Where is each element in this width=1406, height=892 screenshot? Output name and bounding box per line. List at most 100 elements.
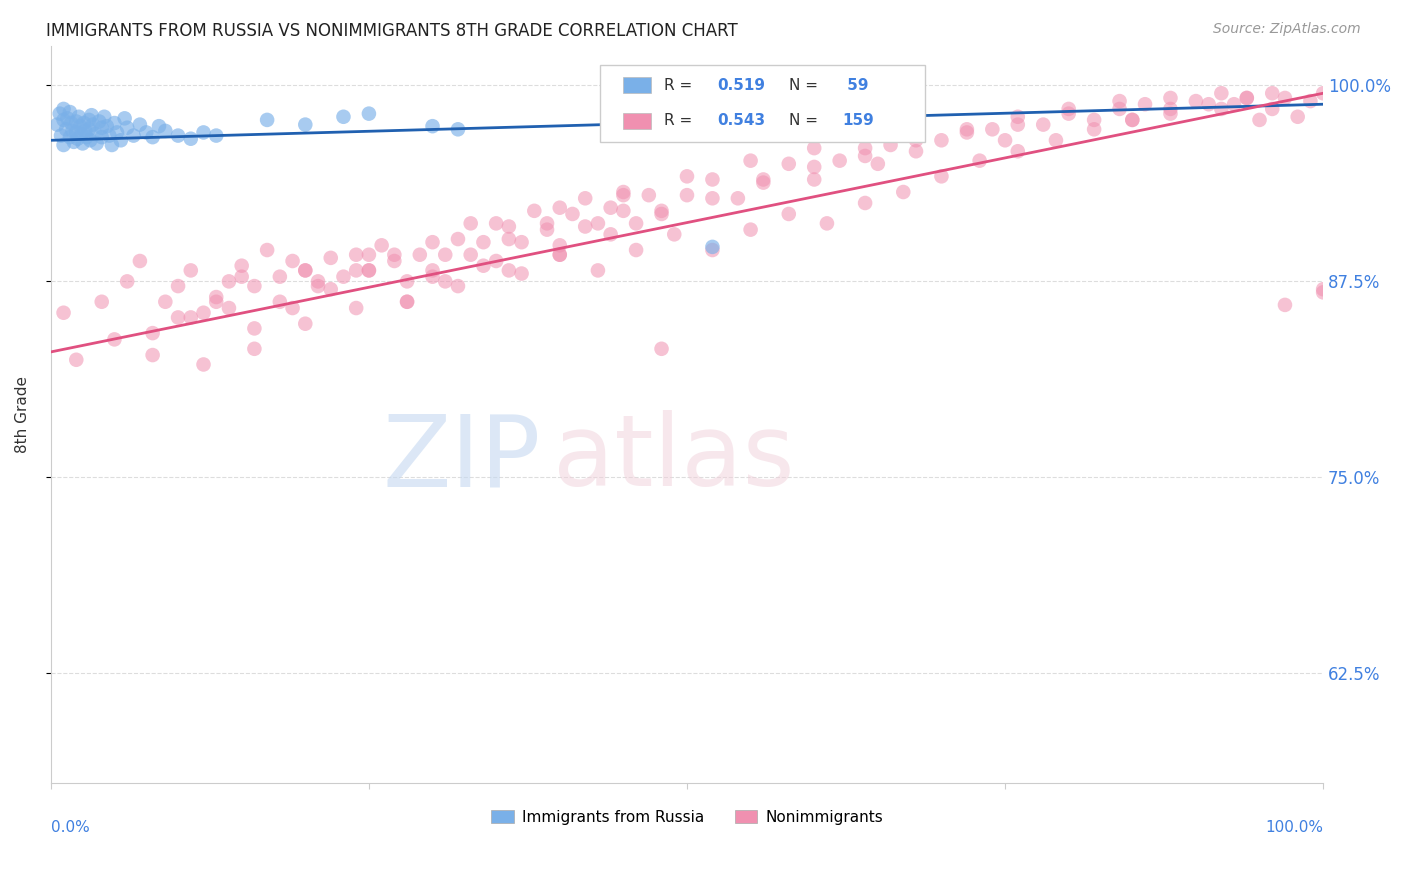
Point bbox=[180, 132, 202, 146]
Point bbox=[676, 188, 699, 202]
Point bbox=[1274, 91, 1296, 105]
Point bbox=[460, 248, 482, 262]
Point bbox=[969, 153, 991, 168]
Text: 0.543: 0.543 bbox=[717, 113, 766, 128]
Point bbox=[676, 169, 699, 184]
Point bbox=[1159, 106, 1181, 120]
Legend: Immigrants from Russia, Nonimmigrants: Immigrants from Russia, Nonimmigrants bbox=[485, 804, 889, 830]
Point bbox=[803, 172, 825, 186]
Point bbox=[101, 138, 124, 153]
Point bbox=[89, 114, 111, 128]
Point bbox=[105, 125, 128, 139]
Point bbox=[60, 116, 83, 130]
Point bbox=[396, 274, 419, 288]
Text: N =: N = bbox=[789, 113, 823, 128]
Point bbox=[128, 118, 150, 132]
Point bbox=[981, 122, 1004, 136]
Point bbox=[752, 172, 775, 186]
Point bbox=[1032, 118, 1054, 132]
Point bbox=[702, 172, 724, 186]
Point bbox=[472, 259, 495, 273]
Point bbox=[1185, 94, 1208, 108]
Point bbox=[803, 141, 825, 155]
Point bbox=[1108, 94, 1130, 108]
Point bbox=[612, 185, 634, 199]
Point bbox=[115, 120, 138, 135]
Point bbox=[382, 254, 405, 268]
Point bbox=[586, 216, 609, 230]
Point bbox=[294, 118, 316, 132]
Point bbox=[344, 263, 367, 277]
Point bbox=[48, 106, 70, 120]
Point bbox=[523, 203, 546, 218]
Text: Source: ZipAtlas.com: Source: ZipAtlas.com bbox=[1213, 22, 1361, 37]
Point bbox=[357, 248, 380, 262]
Point bbox=[447, 279, 470, 293]
Point bbox=[357, 106, 380, 120]
Point bbox=[1083, 112, 1105, 127]
Point bbox=[1236, 91, 1258, 105]
Point bbox=[243, 342, 266, 356]
Point bbox=[447, 232, 470, 246]
Point bbox=[612, 203, 634, 218]
Point bbox=[294, 263, 316, 277]
Point bbox=[561, 207, 583, 221]
Point bbox=[65, 125, 87, 139]
Point bbox=[294, 317, 316, 331]
Point bbox=[193, 306, 215, 320]
Point bbox=[70, 127, 93, 141]
Text: R =: R = bbox=[664, 78, 697, 93]
Point bbox=[256, 112, 278, 127]
Point bbox=[702, 191, 724, 205]
Point bbox=[243, 321, 266, 335]
FancyBboxPatch shape bbox=[600, 64, 925, 142]
Point bbox=[72, 136, 94, 151]
Point bbox=[128, 254, 150, 268]
Point bbox=[90, 294, 112, 309]
Point bbox=[956, 122, 979, 136]
Point bbox=[1057, 106, 1080, 120]
Point bbox=[498, 219, 520, 234]
Point bbox=[612, 188, 634, 202]
Point bbox=[828, 153, 851, 168]
Point bbox=[84, 127, 107, 141]
Point bbox=[67, 110, 90, 124]
Point bbox=[59, 130, 82, 145]
Point bbox=[218, 301, 240, 315]
Point bbox=[82, 118, 104, 132]
Point bbox=[256, 243, 278, 257]
Point bbox=[307, 279, 329, 293]
Point bbox=[59, 105, 82, 120]
Point bbox=[879, 138, 901, 153]
Text: IMMIGRANTS FROM RUSSIA VS NONIMMIGRANTS 8TH GRADE CORRELATION CHART: IMMIGRANTS FROM RUSSIA VS NONIMMIGRANTS … bbox=[46, 22, 738, 40]
Point bbox=[205, 290, 228, 304]
Point bbox=[599, 201, 621, 215]
Text: N =: N = bbox=[789, 78, 823, 93]
Point bbox=[344, 301, 367, 315]
Point bbox=[637, 188, 659, 202]
Point bbox=[1159, 91, 1181, 105]
Point bbox=[73, 116, 96, 130]
Point bbox=[434, 248, 457, 262]
Point bbox=[1121, 112, 1143, 127]
Point bbox=[52, 102, 75, 116]
Point bbox=[1108, 102, 1130, 116]
Point bbox=[281, 254, 304, 268]
Point bbox=[740, 153, 762, 168]
Point bbox=[319, 282, 342, 296]
Point bbox=[853, 149, 876, 163]
Point bbox=[447, 122, 470, 136]
Point bbox=[409, 248, 432, 262]
Point bbox=[55, 122, 77, 136]
Point bbox=[891, 185, 914, 199]
Point bbox=[281, 301, 304, 315]
Point bbox=[167, 128, 190, 143]
Point bbox=[1007, 118, 1029, 132]
Point bbox=[344, 248, 367, 262]
Point bbox=[396, 294, 419, 309]
Point bbox=[167, 310, 190, 325]
Point bbox=[294, 263, 316, 277]
Text: ZIP: ZIP bbox=[382, 410, 541, 508]
Point bbox=[1007, 145, 1029, 159]
Point bbox=[752, 176, 775, 190]
